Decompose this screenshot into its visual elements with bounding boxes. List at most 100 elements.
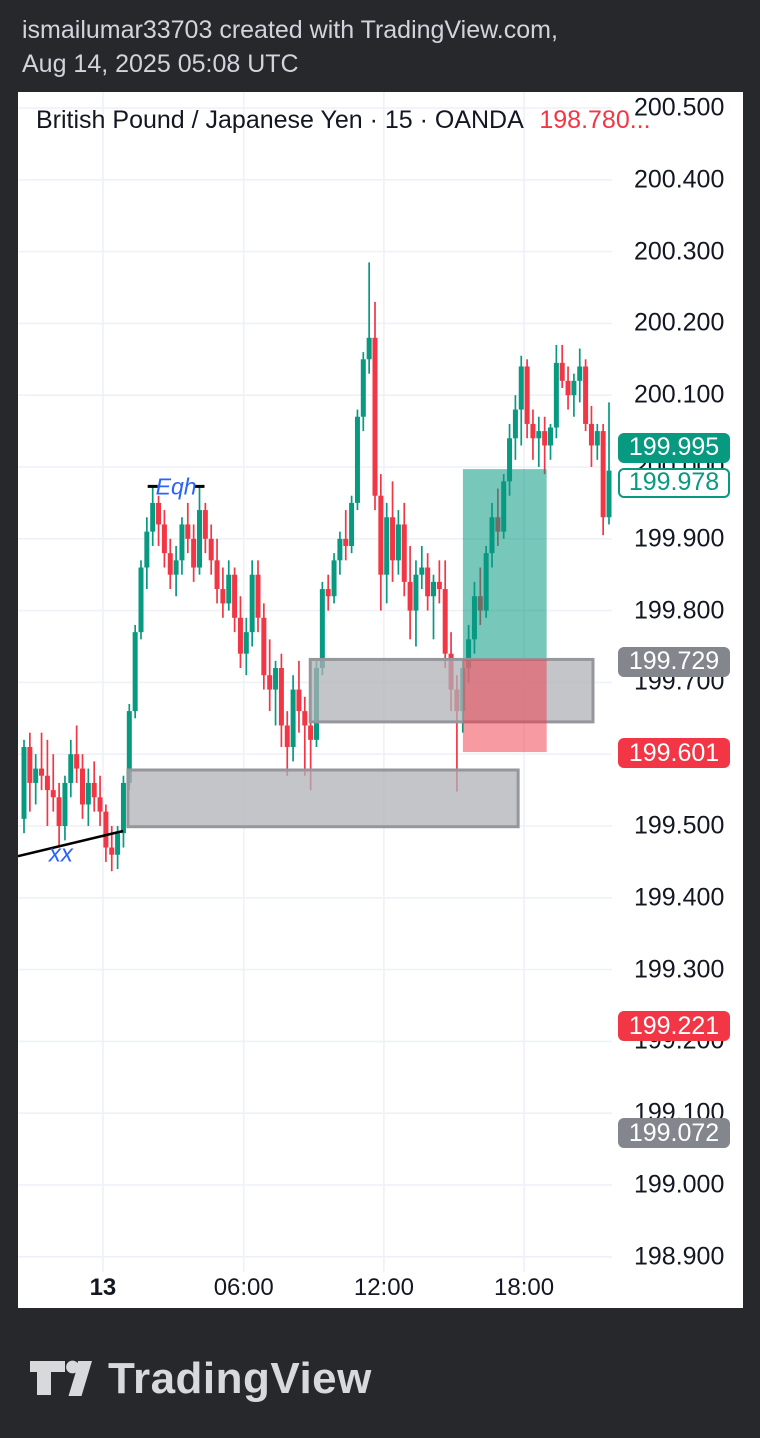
candle-body bbox=[565, 380, 571, 396]
candle-body bbox=[372, 337, 378, 496]
candle-body bbox=[530, 423, 536, 439]
candle-body bbox=[606, 470, 612, 518]
time-tick-label: 12:00 bbox=[353, 1274, 414, 1301]
candle-body bbox=[325, 589, 331, 597]
candle-body bbox=[185, 524, 191, 539]
candle-body bbox=[120, 782, 126, 834]
order-block-lower-gray bbox=[126, 768, 520, 829]
candle-body bbox=[600, 431, 606, 518]
candle-body bbox=[337, 538, 343, 561]
candle-body bbox=[56, 797, 62, 826]
candle-body bbox=[442, 589, 448, 654]
candle-body bbox=[39, 768, 45, 776]
attribution-line2: Aug 14, 2025 05:08 UTC bbox=[22, 50, 299, 78]
candle-body bbox=[594, 431, 600, 446]
candle-body bbox=[308, 725, 314, 740]
candle-body bbox=[290, 689, 296, 748]
tradingview-footer: TradingView bbox=[30, 1348, 372, 1410]
candle-body bbox=[167, 553, 173, 575]
attribution-header: ismailumar33703 created with TradingView… bbox=[22, 13, 558, 81]
price-tick-label: 199.300 bbox=[634, 955, 725, 984]
price-badge-outline-teal: 199.978 bbox=[618, 467, 730, 498]
candle-body bbox=[577, 366, 583, 381]
candle-body bbox=[583, 366, 589, 424]
candle-body bbox=[191, 538, 197, 568]
candle-body bbox=[226, 574, 232, 604]
candle-body bbox=[588, 423, 594, 446]
candle-body bbox=[360, 359, 366, 417]
candle-body bbox=[518, 366, 524, 410]
candle-body bbox=[150, 502, 156, 532]
time-tick-label: 06:00 bbox=[213, 1274, 274, 1301]
candle-body bbox=[553, 362, 559, 428]
candle-body bbox=[33, 768, 39, 783]
candle-body bbox=[349, 502, 355, 546]
candle-body bbox=[21, 747, 27, 819]
candle-body bbox=[126, 711, 132, 783]
candle-body bbox=[156, 502, 162, 525]
price-badge-red: 199.601 bbox=[618, 738, 730, 769]
candle-body bbox=[354, 416, 360, 503]
candle-body bbox=[249, 574, 255, 633]
candlestick-plot[interactable]: Eqh xx bbox=[18, 92, 743, 1308]
annotation-label-xx: xx bbox=[48, 841, 74, 868]
candle-body bbox=[284, 725, 290, 748]
candle-body bbox=[431, 581, 436, 597]
candle-body bbox=[436, 581, 442, 590]
candle-body bbox=[243, 632, 249, 654]
risk-zone-red bbox=[462, 659, 547, 753]
candle-body bbox=[220, 589, 226, 604]
candle-body bbox=[97, 797, 103, 812]
candle-body bbox=[407, 581, 413, 611]
candle-body bbox=[115, 833, 121, 855]
candle-body bbox=[366, 337, 372, 360]
candle-body bbox=[390, 517, 396, 561]
chart-legend[interactable]: British Pound / Japanese Yen · 15 · OAND… bbox=[36, 106, 651, 135]
price-tick-label: 199.500 bbox=[634, 811, 725, 840]
candle-body bbox=[273, 668, 279, 690]
candle-body bbox=[144, 531, 150, 568]
candle-body bbox=[202, 510, 208, 539]
candle-body bbox=[559, 362, 565, 381]
price-badge-gray: 199.072 bbox=[618, 1118, 730, 1149]
candle-body bbox=[343, 538, 349, 546]
price-axis[interactable]: 200.500 200.400 200.300 200.200 200.100 200.0… bbox=[612, 92, 743, 1272]
trendline bbox=[18, 829, 124, 858]
candle-body bbox=[536, 431, 542, 439]
time-tick-label: 18:00 bbox=[494, 1274, 555, 1301]
candle-body bbox=[50, 790, 56, 798]
tradingview-wordmark: TradingView bbox=[108, 1354, 372, 1403]
price-tick-label: 198.900 bbox=[634, 1242, 725, 1271]
candle-body bbox=[395, 524, 401, 561]
symbol-title: British Pound / Japanese Yen · 15 · OAND… bbox=[36, 106, 523, 134]
attribution-line1: ismailumar33703 created with TradingView… bbox=[22, 16, 558, 44]
candle-body bbox=[319, 589, 325, 669]
price-tick-label: 200.500 bbox=[634, 93, 725, 122]
candle-body bbox=[62, 782, 68, 826]
symbol-price-readout: 198.780... bbox=[539, 106, 651, 134]
candle-body bbox=[331, 560, 337, 597]
candle-body bbox=[173, 560, 179, 575]
time-axis[interactable]: 13 06:00 12:00 18:00 bbox=[18, 1272, 612, 1308]
candle-body bbox=[261, 617, 267, 676]
candle-body bbox=[232, 574, 238, 618]
price-tick-label: 200.300 bbox=[634, 237, 725, 266]
candle-body bbox=[524, 366, 530, 424]
candle-body bbox=[425, 567, 431, 597]
candle-body bbox=[179, 524, 185, 561]
price-badge-gray: 199.729 bbox=[618, 646, 730, 677]
candle-body bbox=[197, 510, 202, 568]
candle-body bbox=[132, 632, 138, 712]
candle-body bbox=[68, 754, 74, 783]
price-tick-label: 200.400 bbox=[634, 165, 725, 194]
candle-body bbox=[378, 495, 384, 575]
bullish-zone-teal bbox=[462, 469, 547, 660]
price-tick-label: 200.200 bbox=[634, 308, 725, 337]
candle-body bbox=[74, 754, 80, 769]
candle-body bbox=[109, 847, 115, 855]
candle-body bbox=[302, 711, 308, 726]
candle-body bbox=[85, 782, 91, 805]
tradingview-mark-icon bbox=[30, 1360, 92, 1396]
candle-body bbox=[384, 517, 390, 575]
